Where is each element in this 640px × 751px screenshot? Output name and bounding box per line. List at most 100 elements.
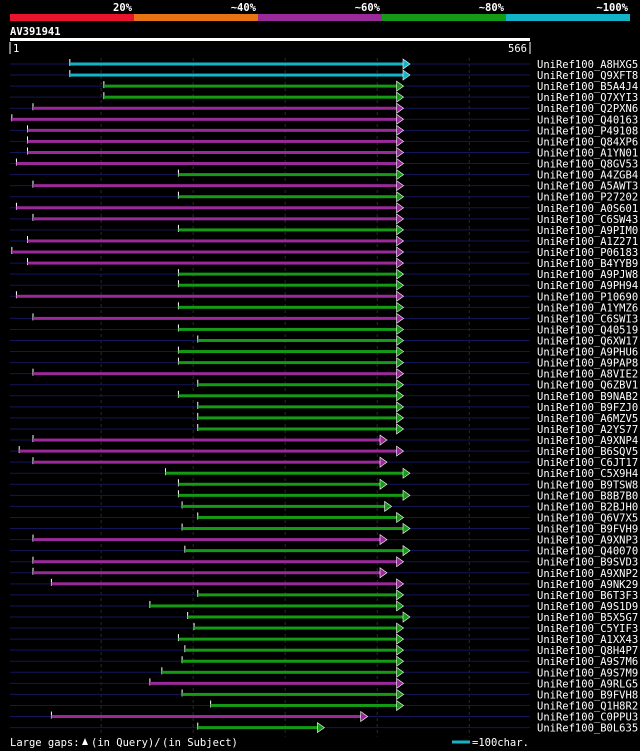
hit-label[interactable]: UniRef100_B9FZJ0 xyxy=(537,402,638,414)
hit-label[interactable]: UniRef100_Q40519 xyxy=(537,324,638,336)
hit-row[interactable]: UniRef100_P27202 xyxy=(10,191,638,204)
hit-bar[interactable] xyxy=(27,150,397,154)
hit-label[interactable]: UniRef100_Q6ZBV1 xyxy=(537,380,638,392)
hit-bar[interactable] xyxy=(182,692,397,696)
hit-row[interactable]: UniRef100_A2YS77 xyxy=(10,423,638,436)
hit-label[interactable]: UniRef100_B2BJH0 xyxy=(537,501,638,513)
hit-bar[interactable] xyxy=(178,493,403,497)
hit-row[interactable]: UniRef100_A6MZV5 xyxy=(10,412,638,425)
hit-row[interactable]: UniRef100_A9S7M9 xyxy=(10,666,638,679)
hit-bar[interactable] xyxy=(178,361,397,365)
hit-row[interactable]: UniRef100_A9PHU6 xyxy=(10,345,638,359)
hit-row[interactable]: UniRef100_Q40163 xyxy=(10,113,638,126)
hit-bar[interactable] xyxy=(194,626,397,630)
hit-bar[interactable] xyxy=(178,482,380,486)
hit-row[interactable]: UniRef100_Q8GV53 xyxy=(10,157,638,171)
hit-row[interactable]: UniRef100_A5AWT3 xyxy=(10,180,638,193)
hit-label[interactable]: UniRef100_B5X5G7 xyxy=(537,612,638,624)
hit-row[interactable]: UniRef100_A8VIE2 xyxy=(10,368,638,381)
hit-bar[interactable] xyxy=(197,405,397,409)
hit-bar[interactable] xyxy=(178,272,397,276)
hit-bar[interactable] xyxy=(178,228,397,232)
hit-label[interactable]: UniRef100_A1YN01 xyxy=(537,147,638,159)
hit-label[interactable]: UniRef100_C5YIF3 xyxy=(537,623,638,635)
hit-bar[interactable] xyxy=(182,527,403,531)
hit-label[interactable]: UniRef100_A9S1D9 xyxy=(537,601,638,613)
hit-label[interactable]: UniRef100_C0PPU3 xyxy=(537,712,638,724)
hit-bar[interactable] xyxy=(33,372,397,376)
hit-label[interactable]: UniRef100_P27202 xyxy=(537,192,638,204)
hit-label[interactable]: UniRef100_A9PJW8 xyxy=(537,269,638,281)
hit-label[interactable]: UniRef100_P06183 xyxy=(537,247,638,259)
hit-row[interactable]: UniRef100_A9PAP8 xyxy=(10,357,638,370)
hit-bar[interactable] xyxy=(182,659,397,663)
hit-label[interactable]: UniRef100_Q8H4P7 xyxy=(537,645,638,657)
hit-bar[interactable] xyxy=(178,327,397,331)
hit-label[interactable]: UniRef100_Q6V7X5 xyxy=(537,512,638,524)
hit-row[interactable]: UniRef100_A9S1D9 xyxy=(10,600,638,613)
hit-bar[interactable] xyxy=(197,427,397,431)
hit-label[interactable]: UniRef100_B9FVH8 xyxy=(537,689,638,701)
hit-label[interactable]: UniRef100_B9NAB2 xyxy=(537,391,638,403)
hit-bar[interactable] xyxy=(103,95,397,99)
hit-row[interactable]: UniRef100_Q40519 xyxy=(10,323,638,336)
hit-label[interactable]: UniRef100_A0S601 xyxy=(537,203,638,215)
hit-row[interactable]: UniRef100_C6JT17 xyxy=(10,456,638,469)
hit-bar[interactable] xyxy=(197,515,397,519)
hit-bar[interactable] xyxy=(27,139,397,143)
hit-row[interactable]: UniRef100_A9PIM0 xyxy=(10,224,638,237)
hit-bar[interactable] xyxy=(27,128,397,132)
hit-row[interactable]: UniRef100_A4ZGB4 xyxy=(10,169,638,182)
hit-bar[interactable] xyxy=(33,538,380,542)
hit-row[interactable]: UniRef100_A9PJW8 xyxy=(10,268,638,281)
hit-label[interactable]: UniRef100_B9FVH9 xyxy=(537,524,638,536)
hit-row[interactable]: UniRef100_Q6XW17 xyxy=(10,334,638,348)
hit-bar[interactable] xyxy=(33,184,397,188)
hit-bar[interactable] xyxy=(197,416,397,420)
hit-row[interactable]: UniRef100_A1YMZ6 xyxy=(10,301,638,314)
hit-bar[interactable] xyxy=(103,84,397,88)
hit-label[interactable]: UniRef100_B9SVD3 xyxy=(537,557,638,569)
hit-row[interactable]: UniRef100_B5A4J4 xyxy=(10,80,638,93)
hit-bar[interactable] xyxy=(197,593,397,597)
hit-label[interactable]: UniRef100_A9PIM0 xyxy=(537,225,638,237)
hit-row[interactable]: UniRef100_B9FZJ0 xyxy=(10,401,638,414)
hit-label[interactable]: UniRef100_A9XNP2 xyxy=(537,568,638,580)
hit-label[interactable]: UniRef100_B6T3F3 xyxy=(537,590,638,602)
hit-bar[interactable] xyxy=(33,316,397,320)
hit-label[interactable]: UniRef100_Q9XFT8 xyxy=(537,70,638,82)
hit-row[interactable]: UniRef100_A1XX43 xyxy=(10,633,638,646)
hit-bar[interactable] xyxy=(178,305,397,309)
hit-label[interactable]: UniRef100_A9PHU6 xyxy=(537,347,638,359)
hit-label[interactable]: UniRef100_Q2PXN6 xyxy=(537,103,638,115)
hit-row[interactable]: UniRef100_B5X5G7 xyxy=(10,611,638,624)
hit-row[interactable]: UniRef100_P49108 xyxy=(10,124,638,137)
hit-row[interactable]: UniRef100_A9NK29 xyxy=(10,578,638,591)
hit-bar[interactable] xyxy=(27,239,397,243)
hit-bar[interactable] xyxy=(178,195,397,199)
hit-label[interactable]: UniRef100_A9RLG5 xyxy=(537,678,638,690)
hit-label[interactable]: UniRef100_A2YS77 xyxy=(537,424,638,436)
hit-label[interactable]: UniRef100_C6JT17 xyxy=(537,457,638,469)
hit-bar[interactable] xyxy=(149,681,397,685)
hit-row[interactable]: UniRef100_Q2PXN6 xyxy=(10,102,638,115)
hit-bar[interactable] xyxy=(33,217,397,221)
hit-bar[interactable] xyxy=(178,350,397,354)
hit-label[interactable]: UniRef100_A9S7M9 xyxy=(537,667,638,679)
hit-row[interactable]: UniRef100_B8B7B0 xyxy=(10,489,638,502)
hit-bar[interactable] xyxy=(165,471,403,475)
hit-row[interactable]: UniRef100_A9XNP4 xyxy=(10,434,638,447)
hit-row[interactable]: UniRef100_Q1H8R2 xyxy=(10,699,638,712)
hit-row[interactable]: UniRef100_B0L635 xyxy=(10,722,638,735)
hit-bar[interactable] xyxy=(33,460,380,464)
hit-label[interactable]: UniRef100_B6SQV5 xyxy=(537,446,638,458)
hit-bar[interactable] xyxy=(16,162,397,166)
hit-bar[interactable] xyxy=(178,283,397,287)
hit-label[interactable]: UniRef100_Q84XP6 xyxy=(537,136,638,148)
hit-row[interactable]: UniRef100_A9XNP3 xyxy=(10,533,638,547)
hit-label[interactable]: UniRef100_B5A4J4 xyxy=(537,81,638,93)
hit-bar[interactable] xyxy=(33,106,397,110)
hit-row[interactable]: UniRef100_A9PH94 xyxy=(10,279,638,292)
hit-label[interactable]: UniRef100_Q1H8R2 xyxy=(537,700,638,712)
hit-label[interactable]: UniRef100_Q40163 xyxy=(537,114,638,126)
